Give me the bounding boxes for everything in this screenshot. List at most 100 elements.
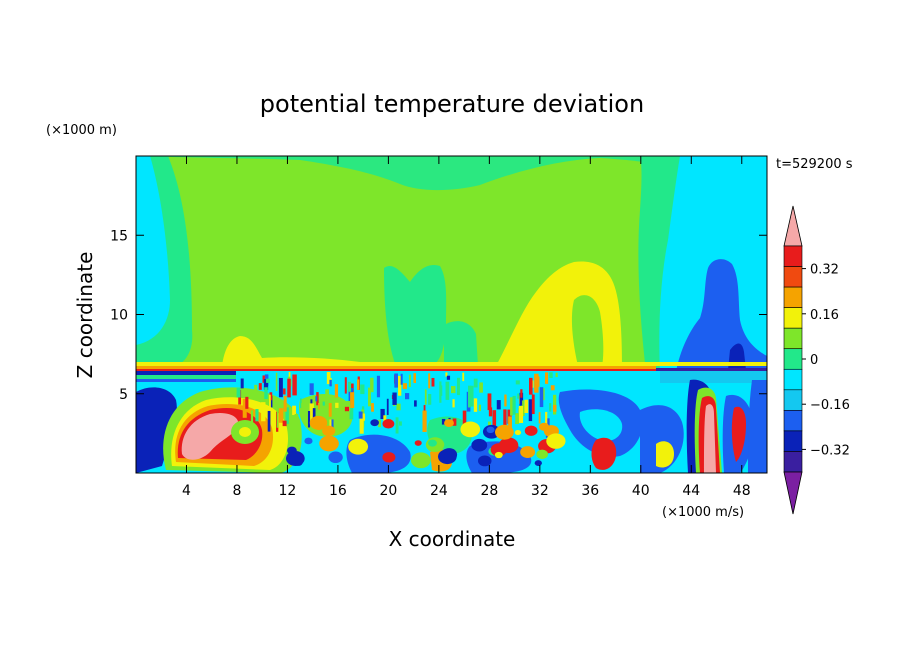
- turbulence-streak-5: [378, 419, 381, 428]
- turbulence-streaks: [236, 372, 566, 469]
- turbulence-streak-33: [395, 417, 399, 434]
- turbulence-streak-48: [276, 408, 279, 428]
- turbulence-streak-110: [261, 402, 266, 422]
- turbulence-blob-13: [304, 437, 313, 445]
- colorbar-tick-label-1: 0.16: [810, 308, 839, 323]
- turbulence-streak-96: [539, 387, 544, 408]
- turbulence-streak-56: [414, 400, 417, 407]
- turbulence-blob-24: [495, 424, 514, 440]
- turbulence-streak-94: [431, 377, 435, 387]
- turbulence-streak-111: [396, 403, 401, 411]
- field-yellow-small: [518, 321, 540, 366]
- field-right-blue: [676, 259, 767, 372]
- turbulence-streak-44: [522, 400, 525, 406]
- turbulence-streak-133: [346, 400, 351, 412]
- y-tick-label-0: 5: [119, 387, 128, 403]
- field-lower-bands-left1: [136, 371, 236, 375]
- y-tick-label-1: 10: [110, 308, 128, 324]
- turbulence-streak-46: [255, 409, 259, 422]
- x-tick-label-7: 32: [531, 483, 549, 499]
- turbulence-blob-34: [428, 439, 437, 447]
- turbulence-streak-92: [445, 372, 448, 377]
- y-axis-label: Z coordinate: [73, 252, 97, 379]
- turbulence-blob-18: [410, 452, 431, 469]
- turbulence-streak-126: [350, 392, 355, 409]
- turbulence-blob-33: [370, 419, 379, 427]
- interface-band-red: [136, 369, 656, 371]
- turbulence-blob-14: [309, 415, 328, 430]
- colorbar-seg-4: [783, 327, 803, 350]
- feature-cyan-e: [579, 409, 623, 442]
- turbulence-blob-23: [494, 451, 503, 459]
- turbulence-blob-21: [520, 446, 536, 459]
- x-tick-label-6: 28: [480, 483, 498, 499]
- turbulence-streak-77: [316, 411, 320, 420]
- turbulence-streak-158: [456, 377, 460, 396]
- field-top-band: [136, 156, 767, 191]
- turbulence-streak-85: [359, 417, 364, 434]
- turbulence-streak-4: [292, 374, 297, 396]
- plot-area: [136, 156, 767, 473]
- x-tick-label-11: 48: [733, 483, 751, 499]
- turbulence-streak-10: [478, 404, 482, 412]
- colorbar-seg-3: [783, 307, 803, 329]
- turbulence-streak-106: [357, 379, 360, 390]
- turbulence-streak-119: [278, 377, 283, 398]
- colorbar-seg-6: [783, 368, 803, 391]
- turbulence-streak-81: [326, 372, 331, 385]
- turbulence-streak-87: [424, 389, 427, 405]
- colorbar-seg-7: [783, 389, 803, 411]
- turbulence-streak-134: [329, 379, 332, 387]
- turbulence-streak-112: [315, 396, 318, 402]
- turbulence-streak-75: [368, 387, 371, 407]
- turbulence-streak-125: [322, 401, 325, 406]
- turbulence-streak-2: [327, 411, 329, 427]
- turbulence-streak-39: [552, 404, 557, 412]
- turbulence-blob-20: [322, 425, 336, 437]
- turbulence-streak-116: [549, 372, 553, 378]
- turbulence-blob-0: [460, 421, 481, 438]
- turbulence-streak-90: [312, 408, 316, 424]
- field-center-green2-a: [384, 264, 447, 366]
- x-unit-label: (×1000 m/s): [662, 505, 744, 520]
- feature-red-f: [591, 437, 617, 470]
- turbulence-blob-11: [382, 419, 395, 429]
- turbulence-streak-30: [262, 375, 265, 383]
- turbulence-blob-37: [546, 433, 566, 449]
- colorbar-seg-8: [783, 410, 803, 432]
- turbulence-streak-57: [473, 398, 478, 412]
- interface-band-purple-right: [656, 368, 767, 371]
- turbulence-streak-63: [334, 384, 339, 398]
- turbulence-streak-80: [269, 394, 271, 413]
- turbulence-blob-26: [382, 452, 396, 463]
- turbulence-streak-41: [400, 373, 403, 385]
- turbulence-streak-1: [398, 375, 402, 396]
- turbulence-streak-153: [348, 381, 352, 392]
- turbulence-streak-6: [450, 386, 456, 394]
- turbulence-blob-1: [477, 455, 492, 467]
- field-lower-bands-left2: [136, 375, 236, 379]
- field-green-inner: [571, 295, 604, 366]
- x-axis-label: X coordinate: [389, 527, 516, 551]
- field-yellow-plume-left: [222, 336, 360, 368]
- x-tick-label-3: 16: [329, 483, 347, 499]
- x-tick-label-4: 20: [379, 483, 397, 499]
- turbulence-streak-102: [479, 382, 483, 393]
- turbulence-blob-9: [486, 426, 495, 434]
- colorbar-tick-label-0: 0.32: [810, 263, 839, 278]
- colorbar-tick-label-2: 0: [810, 353, 818, 368]
- turbulence-streak-164: [508, 416, 512, 435]
- turbulence-blob-29: [444, 419, 454, 427]
- turbulence-streak-141: [534, 373, 539, 393]
- turbulence-streak-157: [428, 373, 431, 389]
- colorbar-top-arrow: [783, 205, 803, 247]
- colorbar-tick-label-3: −0.16: [810, 398, 850, 413]
- turbulence-streak-19: [552, 394, 557, 415]
- colorbar-seg-0: [783, 245, 803, 267]
- turbulence-streak-127: [282, 420, 287, 427]
- field-lower-bands-left3: [136, 379, 236, 382]
- turbulence-blob-35: [441, 448, 458, 461]
- turbulence-streak-58: [263, 379, 269, 390]
- turbulence-streak-95: [394, 373, 398, 388]
